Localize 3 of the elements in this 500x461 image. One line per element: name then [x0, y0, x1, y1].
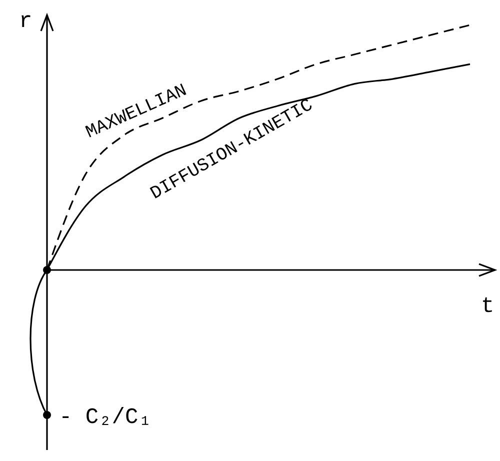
y-axis-title: r	[19, 9, 32, 34]
text: - C₂/C₁	[59, 405, 152, 430]
x-axis-title: t	[481, 294, 494, 319]
